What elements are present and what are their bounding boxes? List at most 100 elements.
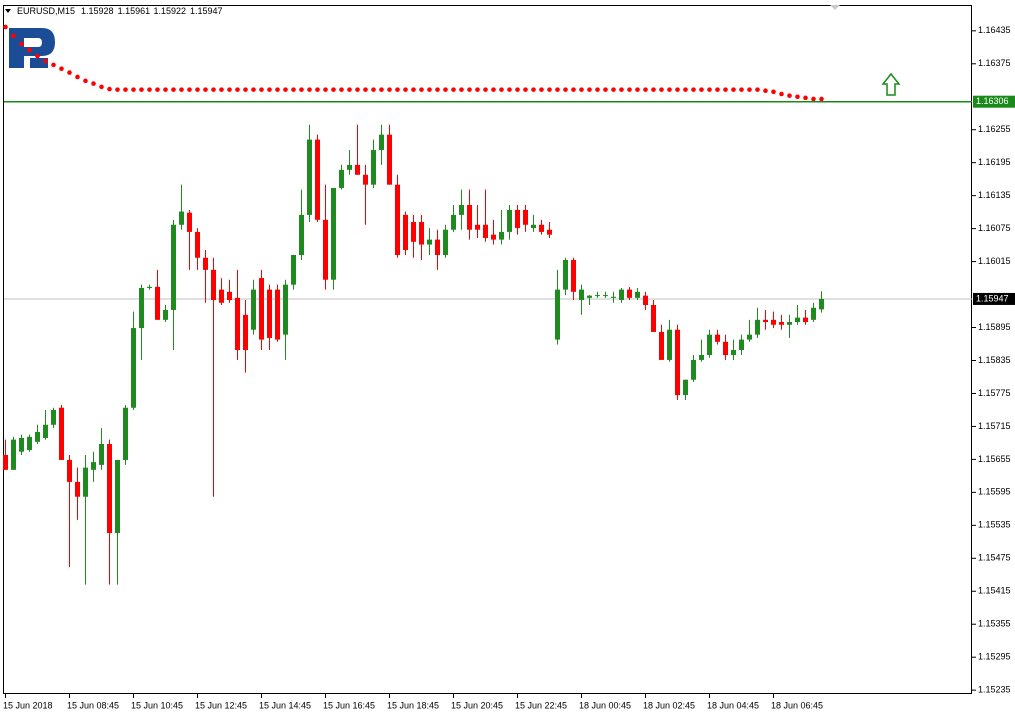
indicator-dot (3, 24, 8, 30)
indicator-dot (323, 87, 328, 92)
indicator-dot (155, 87, 160, 92)
candle-body (227, 291, 232, 301)
x-tick-label: 15 Jun 20:45 (451, 700, 503, 710)
candle-body (339, 169, 344, 188)
indicator-dot (315, 87, 320, 92)
indicator-dot (795, 94, 800, 100)
indicator-dot (779, 91, 784, 97)
y-tick-label: 1.16195 (978, 157, 1011, 167)
candle-body (155, 286, 160, 320)
candle-body (763, 319, 768, 323)
indicator-dot (443, 87, 448, 92)
indicator-dot (603, 87, 608, 92)
indicator-dot (91, 81, 96, 86)
candle-body (795, 317, 800, 323)
indicator-dot (739, 87, 744, 92)
symbol: EURUSD,M15 (17, 6, 75, 16)
candle-body (3, 454, 8, 470)
indicator-dot (195, 87, 200, 92)
indicator-dot (339, 87, 344, 92)
indicator-dot (707, 87, 712, 92)
indicator-dot (99, 84, 104, 90)
x-tick-label: 15 Jun 08:45 (67, 700, 119, 710)
indicator-dot (227, 87, 232, 92)
indicator-dot (587, 87, 592, 92)
y-tick-label: 1.15775 (978, 388, 1011, 398)
indicator-dot (419, 87, 424, 92)
candle-body (19, 437, 24, 452)
indicator-dot (19, 41, 24, 47)
candle-body (35, 431, 40, 442)
indicator-dot (771, 89, 776, 95)
indicator-dot (211, 87, 216, 92)
candle-body (267, 289, 272, 338)
indicator-dot (627, 87, 632, 92)
indicator-dot (515, 87, 520, 92)
y-tick-label: 1.15235 (978, 685, 1011, 695)
indicator-dot (379, 87, 384, 92)
indicator-dot (219, 87, 224, 92)
indicator-dot (667, 87, 672, 92)
candle-body (163, 309, 168, 320)
indicator-dot (59, 66, 64, 72)
candle-body (675, 329, 680, 396)
candle-body (731, 350, 736, 355)
candle-body (107, 444, 112, 534)
indicator-dot (235, 87, 240, 92)
candle-body (627, 289, 632, 298)
indicator-dot (203, 87, 208, 92)
candle-body (683, 379, 688, 396)
candle-body (427, 239, 432, 245)
indicator-dot (67, 70, 72, 75)
y-tick-label: 1.16135 (978, 190, 1011, 200)
x-tick-label: 15 Jun 10:45 (131, 700, 183, 710)
candle-body (699, 354, 704, 360)
y-tick-label: 1.15535 (978, 520, 1011, 530)
candle-body (747, 334, 752, 340)
candle-body (387, 134, 392, 185)
candle-body (411, 222, 416, 242)
candle-body (819, 298, 824, 310)
candle-body (115, 459, 120, 534)
candle-body (395, 184, 400, 255)
y-tick-label: 1.15475 (978, 553, 1011, 563)
x-tick-label: 15 Jun 14:45 (259, 700, 311, 710)
x-tick-label: 15 Jun 22:45 (515, 700, 567, 710)
x-tick-label: 15 Jun 16:45 (323, 700, 375, 710)
candle-body (131, 328, 136, 408)
indicator-dot (83, 78, 88, 84)
indicator-dot (171, 87, 176, 92)
candle-body (779, 322, 784, 325)
candle-body (499, 231, 504, 240)
plot-frame (3, 5, 972, 694)
candle-body (323, 219, 328, 280)
indicator-dot (139, 87, 144, 92)
indicator-dot (483, 87, 488, 92)
candle-body (667, 329, 672, 360)
candle-body (291, 254, 296, 285)
x-tick-label: 15 Jun 2018 (3, 700, 53, 710)
indicator-dot (107, 86, 112, 92)
candle-body (403, 214, 408, 251)
candle-body (547, 229, 552, 235)
candle-body (459, 204, 464, 215)
indicator-dot (539, 87, 544, 92)
candle-body (555, 289, 560, 340)
y-tick-label: 1.16435 (978, 25, 1011, 35)
indicator-dot (11, 33, 16, 39)
y-tick-label: 1.15835 (978, 355, 1011, 365)
header-low: 1.15922 (153, 6, 186, 16)
candle-body (355, 164, 360, 175)
menu-arrow[interactable] (5, 9, 11, 13)
candle-body (315, 139, 320, 220)
y-tick-label: 1.15595 (978, 487, 1011, 497)
candle-body (419, 222, 424, 245)
candle-body (243, 314, 248, 351)
indicator-dot (643, 87, 648, 92)
indicator-dot (243, 87, 248, 92)
shift-marker (830, 5, 840, 10)
indicator-dot (403, 87, 408, 92)
candle-body (475, 224, 480, 230)
